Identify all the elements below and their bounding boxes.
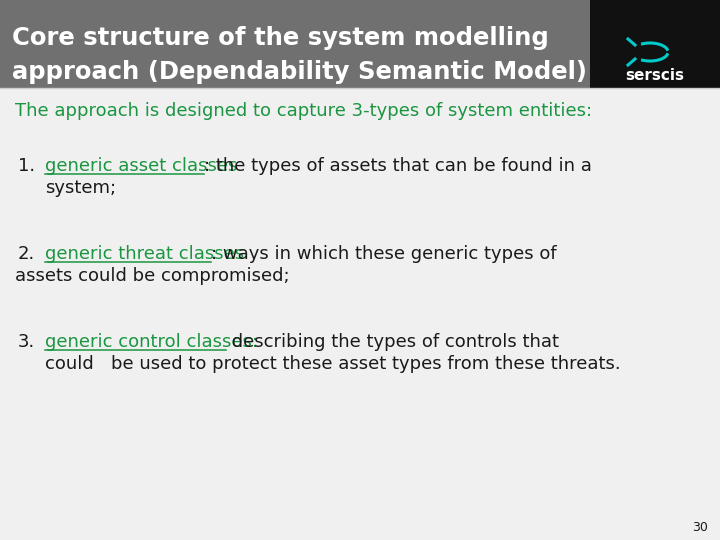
- FancyBboxPatch shape: [590, 0, 720, 88]
- Text: Core structure of the system modelling: Core structure of the system modelling: [12, 26, 549, 50]
- Text: 1.: 1.: [18, 157, 35, 175]
- Text: system;: system;: [45, 179, 116, 197]
- Text: : ways in which these generic types of: : ways in which these generic types of: [211, 245, 557, 263]
- Text: serscis: serscis: [626, 68, 685, 83]
- Text: could   be used to protect these asset types from these threats.: could be used to protect these asset typ…: [45, 355, 621, 373]
- Text: approach (Dependability Semantic Model): approach (Dependability Semantic Model): [12, 60, 587, 84]
- Text: generic control classes:: generic control classes:: [45, 333, 258, 351]
- Text: describing the types of controls that: describing the types of controls that: [226, 333, 559, 351]
- Text: 30: 30: [692, 521, 708, 534]
- Text: : the types of assets that can be found in a: : the types of assets that can be found …: [204, 157, 591, 175]
- Text: assets could be compromised;: assets could be compromised;: [15, 267, 289, 285]
- FancyBboxPatch shape: [0, 0, 590, 88]
- Text: The approach is designed to capture 3-types of system entities:: The approach is designed to capture 3-ty…: [15, 102, 592, 120]
- Text: generic asset classes: generic asset classes: [45, 157, 238, 175]
- Text: generic threat classes: generic threat classes: [45, 245, 244, 263]
- Text: 3.: 3.: [18, 333, 35, 351]
- Text: 2.: 2.: [18, 245, 35, 263]
